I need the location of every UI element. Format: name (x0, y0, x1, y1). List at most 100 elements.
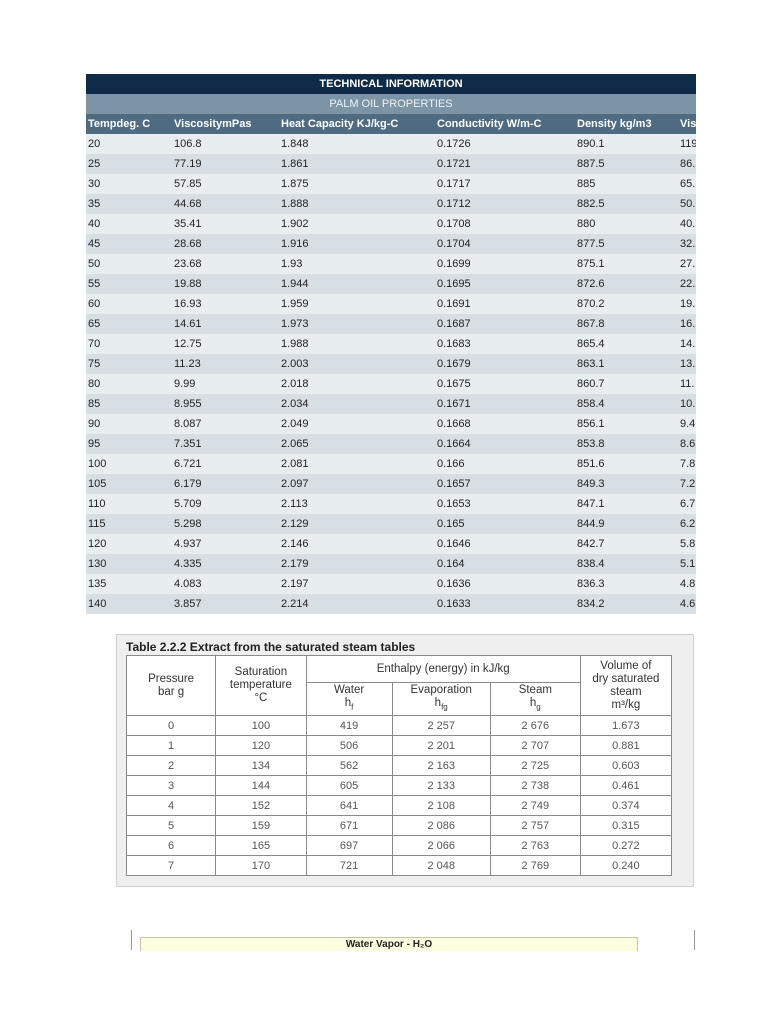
table-cell: 2 676 (489, 715, 581, 736)
table-cell: 2 066 (391, 835, 491, 856)
table-cell: 2 133 (391, 775, 491, 796)
water-vapor-title: Water Vapor - H₂O (140, 937, 638, 951)
table-cell: 0.1691 (437, 298, 471, 310)
subscript: f (351, 702, 354, 712)
table-cell: 851.6 (577, 458, 605, 470)
header-line: Evaporation (410, 684, 472, 697)
header-line: Pressure (148, 672, 195, 685)
table-cell: 19.88 (174, 278, 202, 290)
table-cell: 7.2 (680, 478, 696, 490)
table-cell: 6.7 (680, 498, 696, 510)
table-cell: 6.2 (680, 518, 696, 530)
table-cell: 1.93 (281, 258, 303, 270)
header-line: Water (333, 684, 365, 697)
table-cell: 8.6 (680, 438, 696, 450)
table-cell: 100 (88, 458, 107, 470)
header-symbol: hf (307, 697, 392, 713)
table-row: 100 6.721 2.081 0.166 851.6 7.8 (86, 454, 696, 474)
table-cell: 2 (125, 755, 217, 776)
table-cell: 55 (88, 278, 101, 290)
table-cell: 0.1717 (437, 178, 471, 190)
table-cell: 6.179 (174, 478, 202, 490)
table-cell: 5.709 (174, 498, 202, 510)
table-cell: 887.5 (577, 158, 605, 170)
table-cell: 870.2 (577, 298, 605, 310)
table-row: 115 5.298 2.129 0.165 844.9 6.2 (86, 514, 696, 534)
table-cell: 13. (680, 358, 696, 370)
table-cell: 14. (680, 338, 696, 350)
table-cell: 890.1 (577, 138, 605, 150)
header-pressure: Pressure bar g (125, 655, 217, 716)
header-line: Steam (518, 684, 552, 697)
table-row: 3 144 605 2 133 2 738 0.461 (125, 775, 673, 796)
table-cell: 65 (88, 318, 101, 330)
header-line: Volume of (600, 659, 652, 672)
table-cell: 1.875 (281, 178, 309, 190)
table-cell: 882.5 (577, 198, 605, 210)
table-cell: 7.8 (680, 458, 696, 470)
table-cell: 847.1 (577, 498, 605, 510)
table-cell: 0.315 (579, 815, 673, 836)
table-cell: 6 (125, 835, 217, 856)
table-cell: 0.1683 (437, 338, 471, 350)
table-cell: 57.85 (174, 178, 202, 190)
table-cell: 4.335 (174, 558, 202, 570)
table-cell: 863.1 (577, 358, 605, 370)
header-evaporation: Evaporation hfg (391, 682, 491, 716)
table-cell: 30 (88, 178, 101, 190)
table-cell: 19. (680, 298, 696, 310)
table-cell: 0.374 (579, 795, 673, 816)
header-line: steam (610, 685, 642, 698)
table-row: 25 77.19 1.861 0.1721 887.5 86. (86, 154, 696, 174)
table-cell: 0.1708 (437, 218, 471, 230)
table-cell: 1 (125, 735, 217, 756)
table-cell: 0.1721 (437, 158, 471, 170)
steam-table: Pressure bar g Saturation temperature °C En… (125, 655, 673, 876)
table-row: 40 35.41 1.902 0.1708 880 40. (86, 214, 696, 234)
table-cell: 0.165 (437, 518, 465, 530)
table-cell: 562 (305, 755, 393, 776)
table-cell: 50 (88, 258, 101, 270)
table-cell: 860.7 (577, 378, 605, 390)
table-cell: 90 (88, 418, 101, 430)
table-cell: 0.461 (579, 775, 673, 796)
table-cell: 14.61 (174, 318, 202, 330)
table-cell: 11.23 (174, 358, 201, 370)
table-cell: 20 (88, 138, 101, 150)
table-cell: 0.1679 (437, 358, 471, 370)
table-cell: 2.018 (281, 378, 309, 390)
table-cell: 65. (680, 178, 696, 190)
header-symbol: hg (491, 697, 580, 713)
table-cell: 77.19 (174, 158, 202, 170)
table-cell: 2 738 (489, 775, 581, 796)
table-cell: 0.1633 (437, 598, 471, 610)
table-cell: 4.083 (174, 578, 202, 590)
table-cell: 2.049 (281, 418, 309, 430)
table-cell: 858.4 (577, 398, 605, 410)
table-row: 75 11.23 2.003 0.1679 863.1 13. (86, 354, 696, 374)
table-cell: 22. (680, 278, 696, 290)
table-cell: 23.68 (174, 258, 202, 270)
table-cell: 1.973 (281, 318, 309, 330)
table-cell: 2.034 (281, 398, 309, 410)
table-row: 60 16.93 1.959 0.1691 870.2 19. (86, 294, 696, 314)
table-cell: 16. (680, 318, 696, 330)
table-row: 1 120 506 2 201 2 707 0.881 (125, 735, 673, 756)
steam-table-body: 0 100 419 2 257 2 676 1.673 1 120 506 2 201 2 707 0… (125, 715, 673, 876)
divider (694, 930, 695, 950)
table-cell: 1.944 (281, 278, 309, 290)
table-cell: 5 (125, 815, 217, 836)
table-cell: 5.298 (174, 518, 202, 530)
table-cell: 45 (88, 238, 101, 250)
table-cell: 0.1657 (437, 478, 471, 490)
table-cell: 2 163 (391, 755, 491, 776)
table-cell: 0 (125, 715, 217, 736)
table-row: 95 7.351 2.065 0.1664 853.8 8.6 (86, 434, 696, 454)
table-cell: 0.1712 (437, 198, 471, 210)
table-row: 90 8.087 2.049 0.1668 856.1 9.4 (86, 414, 696, 434)
table-cell: 2 769 (489, 855, 581, 876)
table-row: 55 19.88 1.944 0.1695 872.6 22. (86, 274, 696, 294)
table-cell: 9.4 (680, 418, 696, 430)
table-cell: 8.955 (174, 398, 202, 410)
table-cell: 2.129 (281, 518, 309, 530)
